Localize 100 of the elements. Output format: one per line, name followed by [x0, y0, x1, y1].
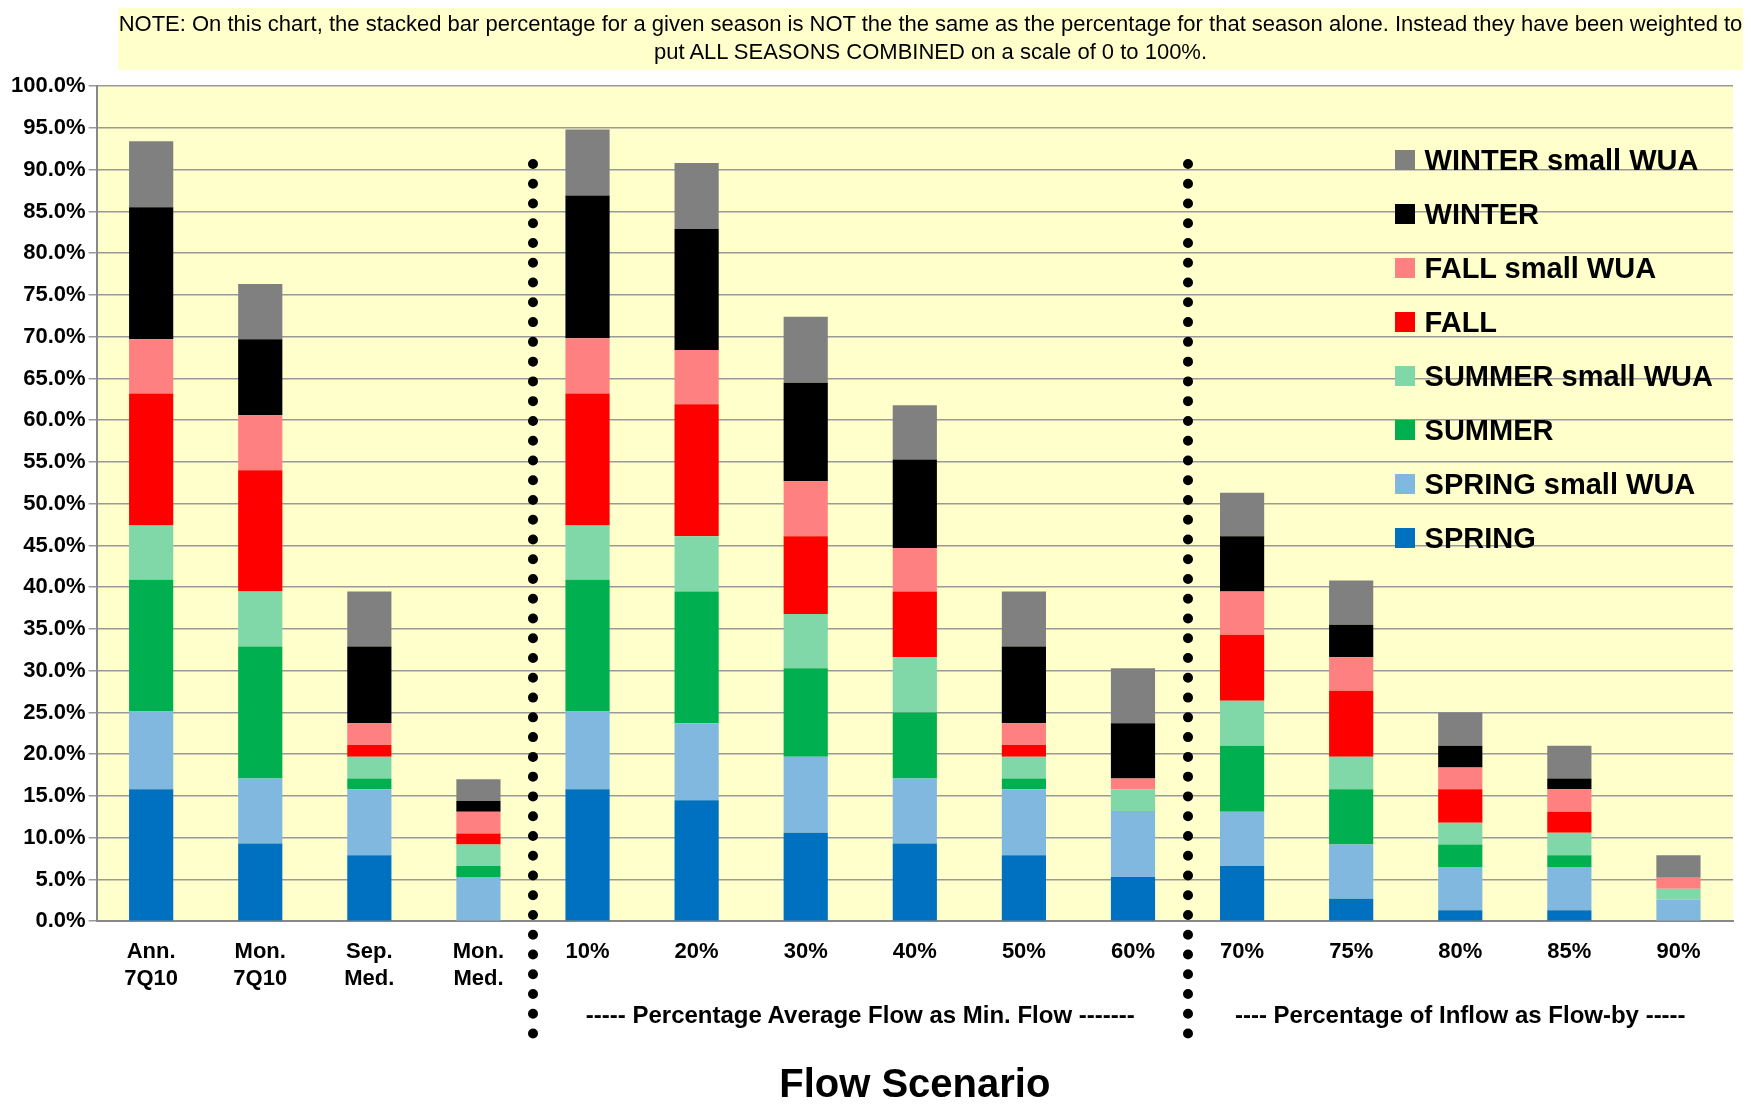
bar	[565, 195, 610, 339]
x-tick-label: 20%	[674, 938, 719, 964]
bar	[238, 470, 283, 592]
bar	[565, 579, 610, 712]
x-tick-label: 80%	[1438, 938, 1483, 964]
bar	[783, 316, 828, 383]
bar	[1438, 822, 1483, 845]
bar	[1110, 789, 1156, 811]
bar	[783, 756, 828, 833]
bar	[1438, 745, 1483, 768]
bar	[1656, 899, 1701, 921]
bar	[129, 339, 174, 394]
bar	[565, 393, 610, 526]
bar	[456, 779, 501, 801]
bar	[1001, 756, 1046, 779]
bar	[892, 405, 937, 460]
bar	[129, 711, 174, 790]
bar	[1001, 723, 1046, 746]
x-tick-label: 90%	[1656, 938, 1701, 964]
bar	[1329, 789, 1374, 845]
bar	[674, 536, 719, 592]
y-tick-label: 70.0%	[23, 322, 86, 348]
bar	[129, 141, 174, 208]
y-tick-label: 60.0%	[23, 406, 86, 432]
y-tick-label: 80.0%	[23, 239, 86, 265]
bar	[1329, 756, 1374, 790]
bar	[347, 745, 392, 757]
bar	[565, 711, 610, 790]
bar	[1656, 855, 1701, 878]
legend-label: SPRING small WUA	[1424, 467, 1696, 501]
y-tick-label: 90.0%	[23, 155, 86, 181]
x-tick-label: 85%	[1547, 938, 1592, 964]
bar	[129, 789, 174, 921]
bar	[892, 547, 937, 592]
bar	[347, 723, 392, 746]
bar	[238, 646, 283, 779]
bar	[1219, 591, 1265, 635]
bar	[783, 832, 828, 921]
bar	[347, 778, 392, 790]
bar	[1329, 844, 1374, 899]
x-tick-label: 40%	[892, 938, 937, 964]
bar	[456, 844, 501, 867]
bar	[1329, 624, 1374, 658]
legend-label: SUMMER	[1424, 413, 1554, 447]
bar	[1001, 745, 1046, 757]
bar	[783, 668, 828, 757]
y-tick-label: 95.0%	[23, 114, 86, 140]
bar	[1438, 910, 1483, 921]
y-tick-label: 40.0%	[23, 573, 86, 599]
bar	[1001, 789, 1046, 856]
y-tick-label: 0.0%	[35, 907, 86, 933]
bar	[565, 789, 610, 921]
bar	[1438, 712, 1483, 746]
bar	[1219, 811, 1265, 867]
bar	[1219, 492, 1265, 537]
bar	[129, 207, 174, 340]
bar	[456, 876, 501, 921]
legend-label: FALL small WUA	[1424, 251, 1657, 285]
bar	[1219, 700, 1265, 746]
y-tick-label: 30.0%	[23, 656, 86, 682]
y-tick-label: 85.0%	[23, 197, 86, 223]
x-axis-title: Flow Scenario	[779, 1061, 1051, 1106]
bar	[238, 843, 283, 921]
bar	[129, 579, 174, 712]
bar	[674, 350, 719, 405]
y-tick-label: 45.0%	[23, 531, 86, 557]
bar	[1547, 778, 1592, 790]
y-tick-label: 65.0%	[23, 364, 86, 390]
bar	[238, 778, 283, 844]
bar	[892, 712, 937, 779]
bar	[565, 525, 610, 580]
y-tick-label: 35.0%	[23, 615, 86, 641]
bar	[1110, 668, 1156, 724]
bar	[1329, 580, 1374, 625]
bar	[892, 657, 937, 713]
y-tick-label: 20.0%	[23, 740, 86, 766]
bar	[1219, 634, 1265, 701]
bar	[1219, 536, 1265, 592]
chart-title: NOTE: On this chart, the stacked bar percentage for a given season is NOT the the same as the percentage for that season alone. Instead they have been weighted to put ALL SEASONS COMBINED on a scale of 0 to 100%.	[118, 8, 1743, 70]
bar	[892, 591, 937, 658]
bar	[1438, 866, 1483, 911]
legend-label: WINTER small WUA	[1424, 143, 1699, 177]
bar	[238, 339, 283, 416]
x-tick-label: 50%	[1001, 938, 1046, 964]
bar	[1547, 745, 1592, 779]
bar	[456, 800, 501, 812]
bar	[1656, 888, 1701, 900]
bar	[1438, 767, 1483, 790]
legend-label: WINTER	[1424, 197, 1539, 231]
bar	[674, 723, 719, 801]
x-tick-label: 60%	[1110, 938, 1156, 964]
bar	[783, 613, 828, 669]
bar	[1219, 866, 1265, 921]
bar	[674, 163, 719, 229]
bar	[456, 833, 501, 845]
bar	[892, 843, 937, 921]
x-tick-label: 70%	[1220, 938, 1265, 964]
bar	[565, 129, 610, 196]
bar	[1438, 789, 1483, 823]
bar	[129, 525, 174, 580]
